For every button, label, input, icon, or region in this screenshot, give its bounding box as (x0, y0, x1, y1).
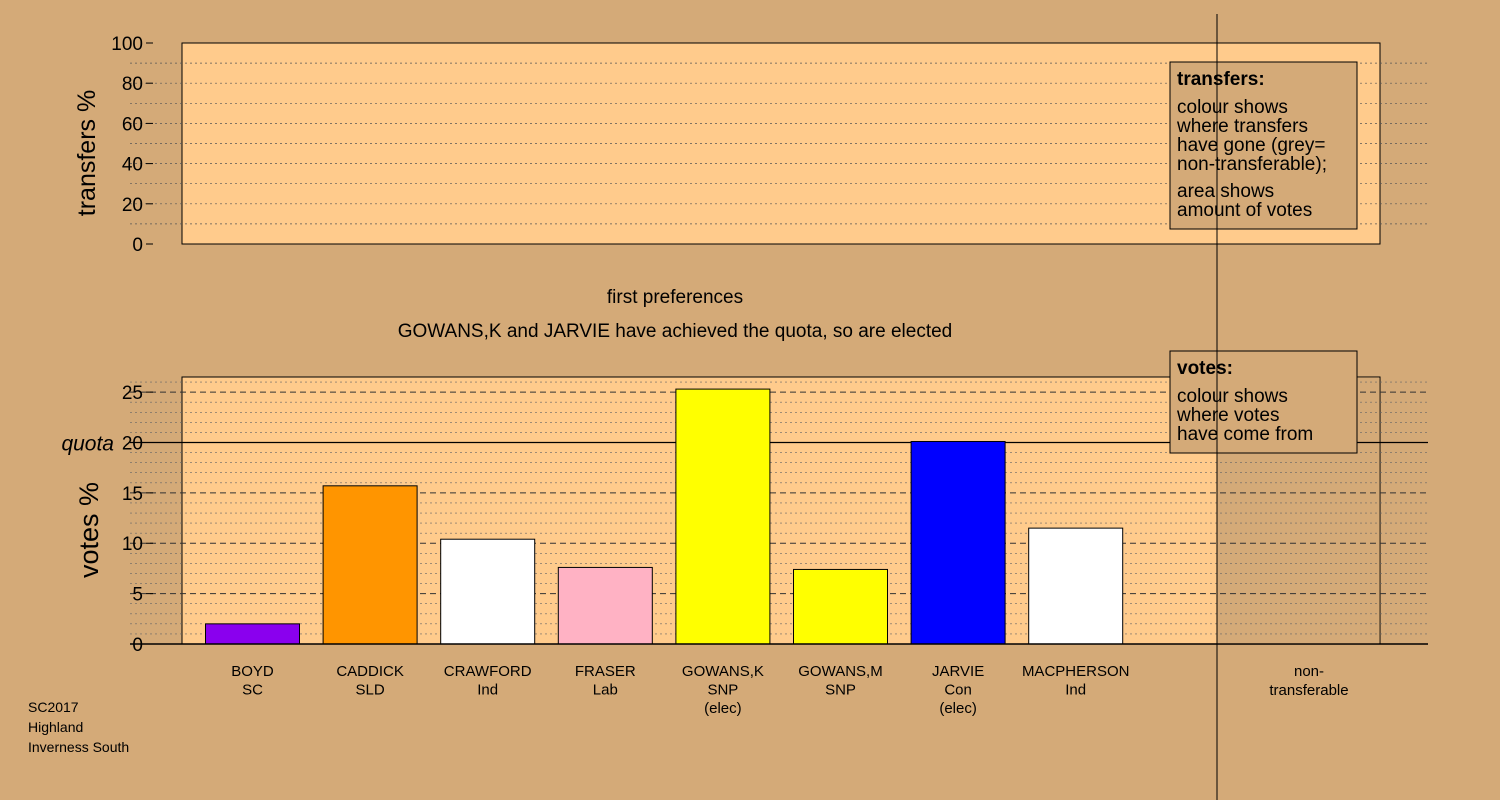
stage-subtitle: GOWANS,K and JARVIE have achieved the qu… (398, 321, 952, 342)
votes-legend-line-3: have come from (1177, 424, 1313, 445)
votes-legend-line-2: where votes (1176, 405, 1279, 426)
candidate-party: Ind (477, 682, 498, 699)
transfers-tick-label: 60 (122, 114, 143, 135)
candidate-name: GOWANS,M (798, 663, 882, 680)
vote-bar-gowans-m (793, 568, 888, 645)
transfers-legend-title: transfers: (1177, 69, 1265, 90)
footer-line-1: SC2017 (28, 699, 79, 715)
transfers-legend-line-6: amount of votes (1177, 200, 1312, 221)
candidate-status: (elec) (939, 700, 977, 717)
candidate-party: Con (944, 682, 972, 699)
votes-panel: 0 5 10 15 20 25 quota votes % BOYD SC CADDICK SL… (61, 350, 1428, 717)
transfers-tick-label: 20 (122, 195, 143, 216)
nontransferable-label-line-2: transferable (1269, 682, 1348, 699)
vote-bar-boyd (205, 623, 300, 645)
votes-bars (205, 388, 1124, 645)
transfers-tick-label: 40 (122, 155, 143, 176)
candidate-name: JARVIE (932, 663, 984, 680)
votes-tick-label: 25 (122, 383, 143, 404)
votes-tick-label: 20 (122, 433, 143, 454)
candidate-labels: BOYD SC CADDICK SLD CRAWFORD Ind FRASER Lab GOWA… (231, 663, 1129, 717)
votes-y-ticks: 0 5 10 15 20 25 (122, 383, 153, 656)
candidate-party: SC (242, 682, 263, 699)
transfers-legend-line-5: area shows (1177, 181, 1274, 202)
votes-tick-label: 15 (122, 484, 143, 505)
vote-bar-macpherson (1028, 527, 1124, 645)
votes-tick-label: 0 (132, 635, 143, 656)
votes-tick-label: 5 (132, 585, 143, 606)
candidate-name: CRAWFORD (444, 663, 532, 680)
vote-bar-caddick (322, 485, 418, 645)
votes-legend-line-1: colour shows (1177, 386, 1288, 407)
transfers-tick-label: 80 (122, 74, 143, 95)
candidate-party: Ind (1065, 682, 1086, 699)
candidate-party: SNP (825, 682, 856, 699)
votes-y-axis-title: votes % (74, 482, 104, 578)
votes-legend: votes: colour shows where votes have com… (1169, 350, 1358, 454)
candidate-party: Lab (593, 682, 618, 699)
transfers-legend-line-4: non-transferable); (1177, 154, 1327, 175)
nontransferable-label-line-1: non- (1294, 663, 1324, 680)
footer-line-3: Inverness South (28, 739, 129, 755)
transfers-tick-label: 0 (132, 235, 143, 256)
candidate-name: GOWANS,K (682, 663, 764, 680)
transfers-y-axis-title: transfers % (73, 90, 101, 216)
transfers-y-ticks: 0 20 40 60 80 100 (111, 34, 153, 256)
vote-bar-crawford (440, 538, 536, 645)
transfers-tick-label: 100 (111, 34, 143, 55)
transfers-legend-line-2: where transfers (1176, 116, 1308, 137)
candidate-name: FRASER (575, 663, 636, 680)
candidate-party: SLD (356, 682, 385, 699)
transfers-legend: transfers: colour shows where transfers … (1169, 61, 1358, 230)
vote-bar-gowans-k (675, 388, 771, 645)
vote-bar-jarvie (910, 440, 1006, 645)
footer-line-2: Highland (28, 719, 83, 735)
candidate-name: MACPHERSON (1022, 663, 1130, 680)
candidate-name: BOYD (231, 663, 274, 680)
votes-legend-title: votes: (1177, 358, 1233, 379)
candidate-name: CADDICK (336, 663, 404, 680)
candidate-status: (elec) (704, 700, 742, 717)
stage-title: first preferences (607, 287, 743, 308)
votes-tick-label: 10 (122, 534, 143, 555)
candidate-party: SNP (707, 682, 738, 699)
vote-bar-fraser (557, 566, 653, 645)
election-footer: SC2017 Highland Inverness South (28, 699, 129, 755)
votes-legend-box (1169, 350, 1358, 454)
transfers-legend-box (1169, 61, 1358, 230)
quota-label: quota (61, 432, 114, 455)
transfers-panel: 0 20 40 60 80 100 transfers % transfers: colo… (73, 34, 1428, 256)
transfers-legend-line-3: have gone (grey= (1177, 135, 1325, 156)
transfers-legend-line-1: colour shows (1177, 97, 1288, 118)
